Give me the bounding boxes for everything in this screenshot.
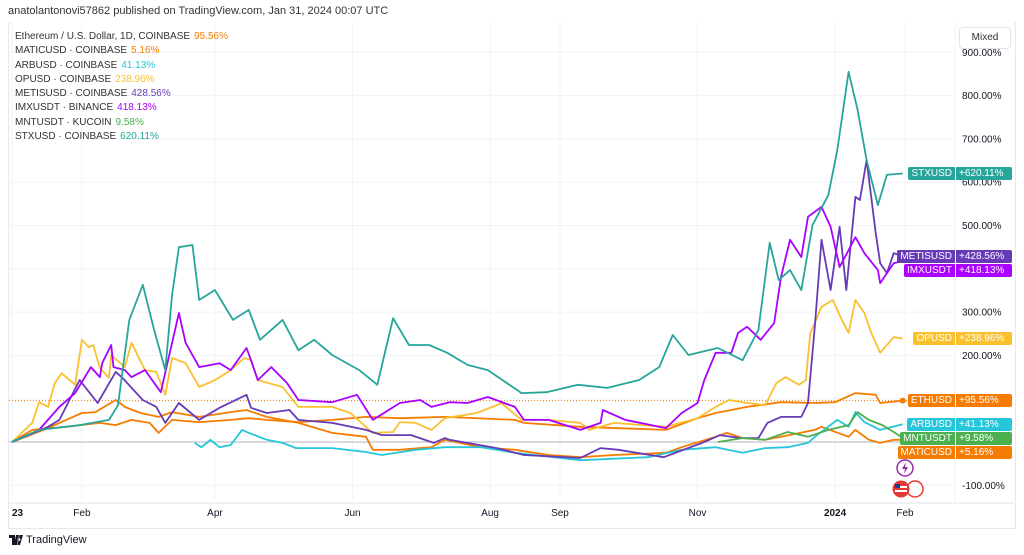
y-tick-label: 600.00% bbox=[962, 178, 1002, 189]
badge-symbol: MATICUSD bbox=[897, 445, 955, 459]
legend-item[interactable]: STXUSD · COINBASE 620.11% bbox=[15, 130, 228, 144]
series-line-arbusd bbox=[194, 411, 903, 462]
x-tick-label: Jun bbox=[344, 508, 360, 519]
legend: Ethereum / U.S. Dollar, 1D, COINBASE 95.5… bbox=[15, 30, 228, 144]
y-tick-label: 300.00% bbox=[962, 308, 1002, 319]
legend-value: 95.56% bbox=[194, 31, 228, 42]
x-tick-label: Aug bbox=[481, 508, 499, 519]
badge-symbol: OPUSD bbox=[913, 332, 955, 346]
legend-symbol: MNTUSDT · KUCOIN bbox=[15, 116, 112, 128]
series-line-mntusdt bbox=[717, 411, 904, 443]
x-tick-label: Nov bbox=[689, 508, 707, 519]
legend-value: 620.11% bbox=[120, 131, 159, 143]
legend-symbol: STXUSD · COINBASE bbox=[15, 131, 117, 143]
legend-item[interactable]: Ethereum / U.S. Dollar, 1D, COINBASE 95.5… bbox=[15, 30, 228, 44]
badge-value: +620.11% bbox=[956, 166, 1012, 180]
legend-item[interactable]: MNTUSDT · KUCOIN 9.58% bbox=[15, 116, 228, 130]
x-tick-label: Apr bbox=[207, 508, 223, 519]
legend-value: 9.58% bbox=[115, 116, 144, 128]
legend-item[interactable]: METISUSD · COINBASE 428.56% bbox=[15, 87, 228, 101]
y-tick-label: 900.00% bbox=[962, 48, 1002, 59]
x-tick-label: Sep bbox=[551, 508, 569, 519]
badge-value: +428.56% bbox=[956, 249, 1012, 263]
flag-icon[interactable] bbox=[891, 480, 925, 503]
badge-symbol: ETHUSD bbox=[907, 394, 955, 408]
y-tick-label: 800.00% bbox=[962, 91, 1002, 102]
y-tick-label: 200.00% bbox=[962, 351, 1002, 362]
tradingview-wordmark: TradingView bbox=[26, 534, 87, 546]
chart-frame bbox=[8, 22, 1016, 529]
lightning-icon[interactable] bbox=[896, 459, 914, 482]
legend-value: 418.13% bbox=[117, 102, 157, 114]
legend-item[interactable]: OPUSD · COINBASE 238.96% bbox=[15, 73, 228, 87]
last-value-dot bbox=[899, 397, 906, 404]
series-line-maticusd bbox=[11, 399, 903, 459]
legend-value: 41.13% bbox=[121, 59, 156, 71]
series-line-metisusd bbox=[11, 159, 904, 459]
y-tick-label: 500.00% bbox=[962, 221, 1002, 232]
legend-item[interactable]: MATICUSD · COINBASE 5.16% bbox=[15, 44, 228, 58]
badge-value: +5.16% bbox=[956, 445, 1012, 459]
badge-symbol: STXUSD bbox=[908, 166, 955, 180]
badge-symbol: IMXUSDT bbox=[904, 263, 955, 277]
legend-symbol: MATICUSD · COINBASE bbox=[15, 45, 128, 57]
badge-value: +95.56% bbox=[956, 394, 1012, 408]
badge-value: +418.13% bbox=[956, 263, 1012, 277]
x-tick-label: 23 bbox=[12, 508, 24, 519]
legend-item[interactable]: ARBUSD · COINBASE 41.13% bbox=[15, 59, 228, 73]
badge-symbol: METISUSD bbox=[897, 249, 955, 263]
legend-symbol: OPUSD · COINBASE bbox=[15, 73, 112, 85]
x-tick-label: Feb bbox=[896, 508, 914, 519]
series-line-imxusdt bbox=[11, 206, 903, 443]
legend-value: 5.16% bbox=[131, 45, 160, 57]
badge-value: +41.13% bbox=[956, 417, 1012, 431]
badge-value: +238.96% bbox=[956, 332, 1012, 346]
scale-mode-button[interactable]: Mixed bbox=[959, 27, 1011, 49]
x-tick-label: 2024 bbox=[824, 508, 847, 519]
series-line-stxusd bbox=[11, 70, 903, 443]
y-tick-label: 700.00% bbox=[962, 134, 1002, 145]
badge-symbol: ARBUSD bbox=[907, 417, 955, 431]
tradingview-logo[interactable]: TradingView bbox=[9, 534, 87, 546]
x-tick-label: Feb bbox=[73, 508, 91, 519]
badge-symbol: MNTUSDT bbox=[900, 431, 955, 445]
legend-symbol: Ethereum / U.S. Dollar, 1D, COINBASE bbox=[15, 31, 191, 42]
tradingview-logo-icon bbox=[9, 535, 23, 545]
publisher-caption: anatolantonovi57862 published on Trading… bbox=[8, 5, 389, 17]
legend-value: 238.96% bbox=[115, 73, 155, 85]
legend-value: 428.56% bbox=[131, 88, 171, 100]
legend-symbol: IMXUSDT · BINANCE bbox=[15, 102, 114, 114]
legend-symbol: METISUSD · COINBASE bbox=[15, 88, 128, 100]
series-line-ethusd bbox=[11, 392, 903, 443]
series-line-opusd bbox=[11, 299, 903, 443]
badge-value: +9.58% bbox=[956, 431, 1012, 445]
y-tick-label: -100.00% bbox=[962, 481, 1005, 492]
legend-item[interactable]: IMXUSDT · BINANCE 418.13% bbox=[15, 101, 228, 115]
legend-symbol: ARBUSD · COINBASE bbox=[15, 59, 118, 71]
